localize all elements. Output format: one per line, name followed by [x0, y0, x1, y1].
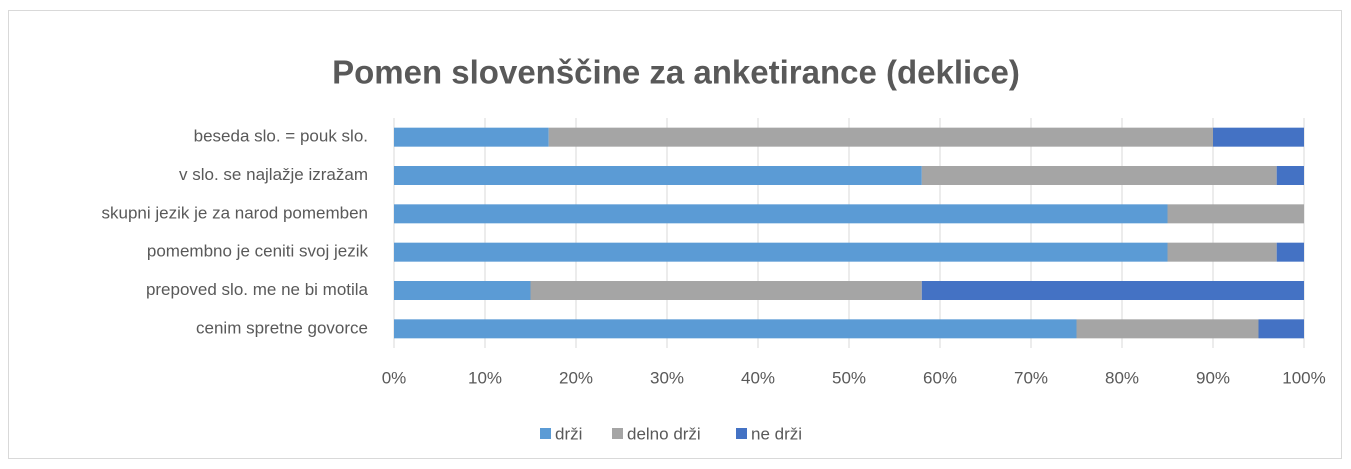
bar-segment [921, 281, 1304, 300]
bar-segment [1276, 242, 1304, 262]
x-tick-label: 20% [559, 368, 593, 387]
legend-label: delno drži [627, 424, 701, 443]
x-tick-label: 50% [832, 368, 866, 387]
bar-segment [548, 127, 1213, 147]
chart-border [8, 10, 1342, 459]
x-tick-label: 0% [382, 368, 407, 387]
y-tick-label: skupni jezik je za narod pomemben [102, 203, 368, 222]
x-tick-label: 30% [650, 368, 684, 387]
y-tick-label: pomembno je ceniti svoj jezik [147, 242, 369, 261]
y-tick-label: cenim spretne govorce [196, 318, 368, 337]
x-tick-label: 10% [468, 368, 502, 387]
x-tick-label: 40% [741, 368, 775, 387]
bar-segment [1167, 204, 1304, 224]
bar-segment [394, 281, 531, 300]
x-tick-label: 100% [1282, 368, 1325, 387]
bar-segment [530, 281, 922, 300]
x-tick-label: 70% [1014, 368, 1048, 387]
bar-segment [921, 166, 1277, 185]
bar-segment [394, 166, 922, 185]
y-tick-label: prepoved slo. me ne bi motila [146, 280, 369, 299]
bar-segment [394, 127, 549, 147]
x-tick-label: 90% [1196, 368, 1230, 387]
legend-label: drži [555, 424, 582, 443]
bar-segment [394, 242, 1168, 262]
bar-segment [394, 204, 1168, 224]
bar-segment [394, 319, 1077, 339]
x-tick-label: 80% [1105, 368, 1139, 387]
legend-label: ne drži [751, 424, 802, 443]
bar-segment [1213, 127, 1304, 147]
y-tick-label: beseda slo. = pouk slo. [194, 127, 368, 146]
bar-segment [1076, 319, 1259, 339]
legend-swatch [736, 428, 747, 439]
bar-segment [1276, 166, 1304, 185]
legend-swatch [540, 428, 551, 439]
bar-segment [1258, 319, 1304, 339]
y-tick-label: v slo. se najlažje izražam [179, 165, 368, 184]
legend-swatch [612, 428, 623, 439]
x-tick-label: 60% [923, 368, 957, 387]
chart-title: Pomen slovenščine za anketirance (deklic… [332, 54, 1020, 91]
bar-segment [1167, 242, 1277, 262]
